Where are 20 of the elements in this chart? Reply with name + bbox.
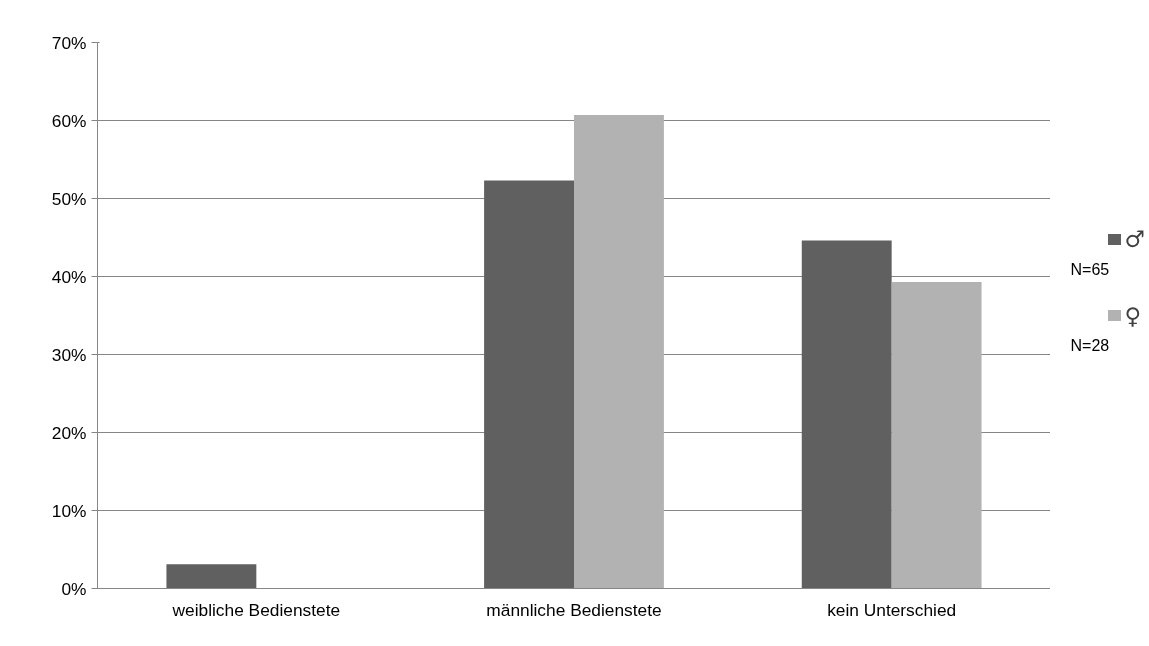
x-tick-label: männliche Bedienstete bbox=[486, 599, 662, 620]
y-tick-label: 40% bbox=[51, 266, 87, 287]
legend-label: ♀ bbox=[1124, 302, 1142, 329]
y-tick-label: 70% bbox=[51, 32, 87, 53]
text: N=65 bbox=[1070, 260, 1110, 278]
y-tick-label: 0% bbox=[61, 578, 87, 599]
bar bbox=[574, 115, 664, 589]
x-tick-label: kein Unterschied bbox=[827, 599, 957, 620]
bar bbox=[891, 281, 982, 589]
y-tick-label: 60% bbox=[51, 110, 87, 131]
text: N=28 bbox=[1070, 336, 1110, 354]
bar bbox=[484, 180, 574, 589]
y-tick-label: 20% bbox=[51, 422, 87, 443]
x-tick-label: weibliche Bedienstete bbox=[171, 599, 341, 620]
y-tick-label: 30% bbox=[51, 344, 87, 365]
bar bbox=[166, 564, 257, 589]
bar bbox=[801, 240, 892, 589]
y-tick-label: 50% bbox=[51, 188, 87, 209]
y-tick-label: 10% bbox=[51, 500, 87, 521]
legend-label: ♂ bbox=[1124, 226, 1145, 253]
